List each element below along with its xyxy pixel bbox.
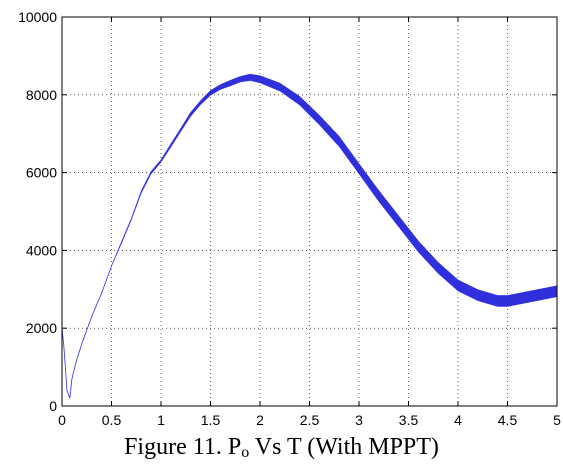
x-tick-label: 5 — [553, 412, 561, 428]
x-tick-label: 2.5 — [300, 412, 320, 428]
y-tick-label: 0 — [49, 398, 57, 414]
y-tick-label: 2000 — [26, 320, 57, 336]
x-tick-label: 3.5 — [399, 412, 419, 428]
po-trace — [61, 73, 558, 399]
x-tick-label: 0 — [58, 412, 66, 428]
plot-frame — [61, 16, 558, 407]
y-tick-label: 8000 — [26, 87, 57, 103]
y-tick-label: 6000 — [26, 165, 57, 181]
y-tick-label: 4000 — [26, 242, 57, 258]
x-tick-label: 1 — [157, 412, 165, 428]
grid — [62, 17, 557, 406]
x-tick-label: 1.5 — [201, 412, 221, 428]
x-tick-label: 0.5 — [102, 412, 122, 428]
y-tick-label: 10000 — [18, 9, 57, 25]
caption-text-end: Vs T (With MPPT) — [249, 434, 439, 460]
x-tick-label: 4.5 — [498, 412, 518, 428]
x-tick-label: 3 — [355, 412, 363, 428]
figure-caption: Figure 11. Po Vs T (With MPPT) — [0, 433, 563, 461]
tick-marks — [61, 16, 558, 407]
x-tick-label: 4 — [454, 412, 462, 428]
caption-subscript: o — [241, 444, 250, 461]
plot-traces — [61, 73, 558, 399]
tick-labels: 0 0.5 1 1.5 2 2.5 3 3.5 4 4.5 5 0 2000 4000 6000 8000 10… — [18, 9, 561, 428]
caption-text: Figure 11. P — [124, 434, 242, 460]
x-tick-label: 2 — [256, 412, 264, 428]
